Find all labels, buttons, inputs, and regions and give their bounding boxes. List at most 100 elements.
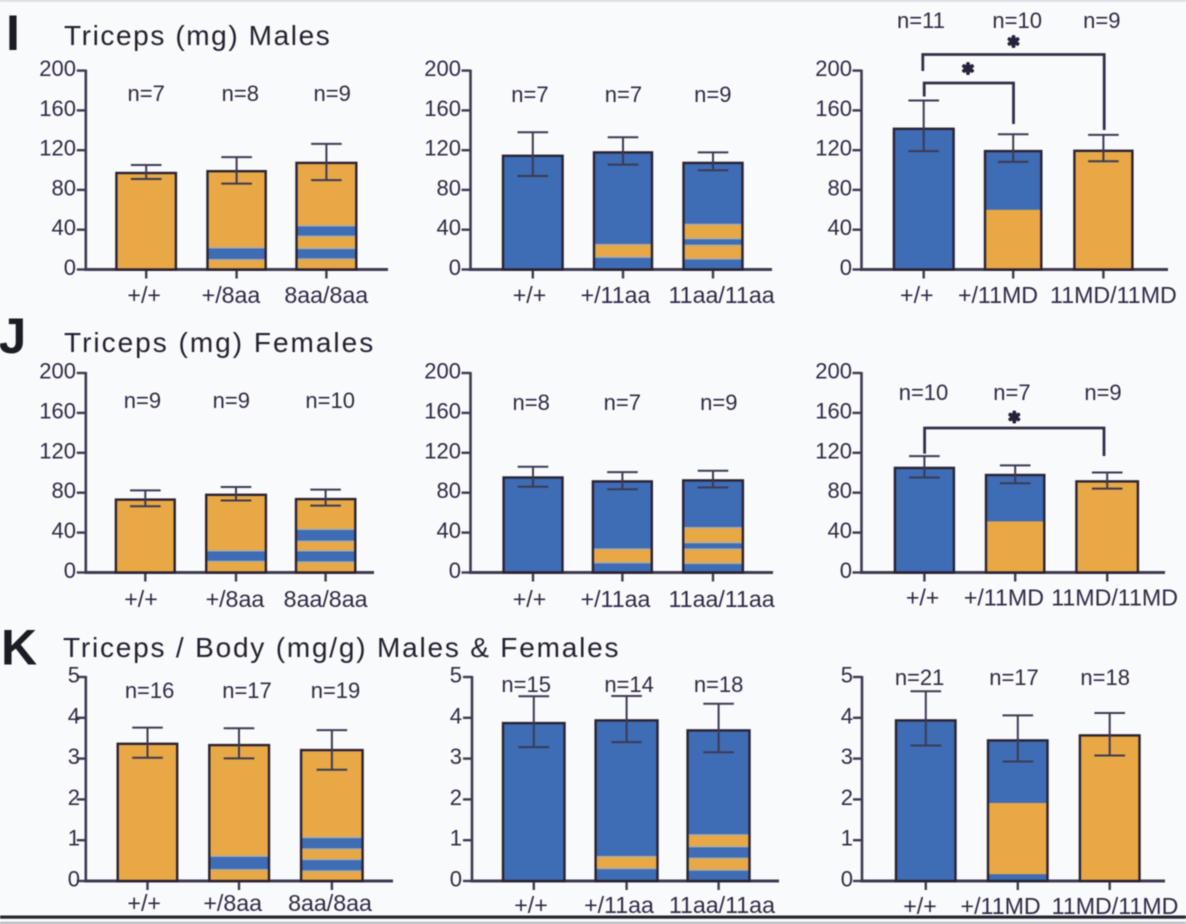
svg-text:200: 200 [424,359,461,384]
svg-text:160: 160 [424,398,461,423]
svg-text:120: 120 [424,438,461,463]
svg-text:n=7: n=7 [604,390,641,415]
svg-text:+/11MD: +/11MD [958,282,1038,308]
svg-text:80: 80 [828,478,852,503]
svg-text:8aa/8aa: 8aa/8aa [284,282,368,308]
svg-text:4: 4 [450,703,462,728]
svg-text:1: 1 [68,826,80,851]
svg-text:+/+: +/+ [513,282,547,308]
svg-text:3: 3 [841,744,853,769]
svg-text:0: 0 [840,558,852,583]
svg-text:0: 0 [840,255,852,280]
svg-text:80: 80 [437,175,461,200]
svg-text:Triceps (mg) Females: Triceps (mg) Females [64,327,375,358]
svg-text:4: 4 [68,703,80,728]
svg-text:5: 5 [68,663,80,688]
svg-text:n=17: n=17 [989,665,1039,690]
svg-text:1: 1 [841,826,853,851]
svg-text:n=18: n=18 [694,672,744,697]
svg-text:160: 160 [424,96,461,121]
svg-text:80: 80 [52,175,76,200]
svg-text:n=9: n=9 [1083,8,1120,33]
svg-text:3: 3 [450,744,462,769]
svg-text:0: 0 [64,558,76,583]
svg-text:0: 0 [68,867,80,892]
svg-text:+/+: +/+ [124,586,158,612]
svg-text:5: 5 [841,663,853,688]
svg-text:0: 0 [449,255,461,280]
svg-text:11aa/11aa: 11aa/11aa [669,586,775,612]
svg-text:0: 0 [449,558,461,583]
svg-text:Triceps (mg) Males: Triceps (mg) Males [64,20,331,51]
svg-text:J: J [0,308,26,364]
svg-text:n=9: n=9 [700,390,737,415]
svg-text:n=7: n=7 [511,82,548,107]
svg-text:n=10: n=10 [992,8,1042,33]
svg-text:11aa/11aa: 11aa/11aa [669,892,775,918]
svg-text:n=9: n=9 [124,388,161,413]
svg-text:11MD/11MD: 11MD/11MD [1052,893,1179,919]
svg-text:200: 200 [815,56,852,81]
svg-text:+/8aa: +/8aa [203,890,262,916]
svg-text:2: 2 [450,785,462,810]
svg-text:200: 200 [39,359,76,384]
svg-text:n=14: n=14 [604,672,654,697]
svg-text:n=9: n=9 [213,388,250,413]
svg-text:n=15: n=15 [501,672,551,697]
svg-text:11MD/11MD: 11MD/11MD [1050,282,1177,308]
svg-text:n=9: n=9 [694,82,731,107]
svg-text:+/8aa: +/8aa [202,282,261,308]
svg-text:40: 40 [52,215,76,240]
svg-text:n=8: n=8 [222,81,259,106]
svg-text:0: 0 [64,255,76,280]
svg-text:11MD/11MD: 11MD/11MD [1051,585,1178,611]
svg-text:40: 40 [828,215,852,240]
svg-text:120: 120 [815,136,852,161]
svg-text:160: 160 [815,96,852,121]
svg-text:120: 120 [39,438,76,463]
svg-text:n=9: n=9 [314,81,351,106]
svg-text:40: 40 [437,518,461,543]
svg-text:n=7: n=7 [605,82,642,107]
svg-text:120: 120 [39,136,76,161]
svg-text:120: 120 [424,136,461,161]
svg-text:+/+: +/+ [903,893,937,919]
svg-text:200: 200 [815,359,852,384]
svg-text:n=17: n=17 [222,678,272,703]
svg-text:+/+: +/+ [514,892,548,918]
svg-text:40: 40 [437,215,461,240]
svg-text:n=19: n=19 [311,678,361,703]
svg-text:+/+: +/+ [127,282,161,308]
svg-text:n=21: n=21 [895,665,945,690]
svg-text:4: 4 [841,703,853,728]
svg-text:3: 3 [68,744,80,769]
svg-text:Triceps / Body (mg/g) Males &: Triceps / Body (mg/g) Males & Females [63,632,620,663]
svg-text:200: 200 [39,56,76,81]
svg-text:160: 160 [39,398,76,423]
svg-text:+/+: +/+ [127,890,161,916]
svg-text:K: K [1,620,37,676]
svg-text:n=18: n=18 [1080,665,1130,690]
svg-text:n=9: n=9 [1084,380,1121,405]
svg-text:200: 200 [424,56,461,81]
svg-text:0: 0 [841,867,853,892]
svg-text:n=8: n=8 [513,390,550,415]
svg-text:160: 160 [815,398,852,423]
svg-text:5: 5 [450,663,462,688]
svg-text:+/+: +/+ [900,282,934,308]
svg-text:n=16: n=16 [125,678,175,703]
svg-text:+/11MD: +/11MD [964,585,1044,611]
svg-text:80: 80 [437,478,461,503]
svg-text:11aa/11aa: 11aa/11aa [669,282,775,308]
svg-text:+/11aa: +/11aa [581,282,651,308]
svg-text:+/+: +/+ [906,585,940,611]
svg-text:n=11: n=11 [897,8,945,33]
svg-text:80: 80 [828,175,852,200]
svg-text:+/8aa: +/8aa [206,586,265,612]
svg-text:+/11MD: +/11MD [961,893,1041,919]
svg-text:n=7: n=7 [993,380,1030,405]
svg-text:1: 1 [450,826,462,851]
svg-text:40: 40 [828,518,852,543]
svg-text:+/+: +/+ [513,586,547,612]
svg-text:n=7: n=7 [128,81,165,106]
